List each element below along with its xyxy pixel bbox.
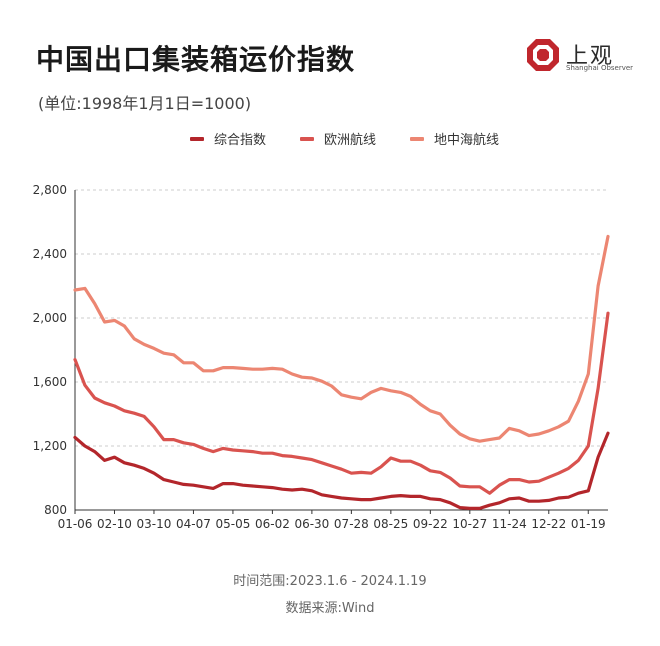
x-tick-label-03-10: 03-10 — [137, 517, 172, 531]
y-tick-label-2000: 2,000 — [33, 311, 67, 325]
x-tick-label-06-02: 06-02 — [255, 517, 290, 531]
x-tick-label-02-10: 02-10 — [97, 517, 132, 531]
y-tick-label-1600: 1,600 — [33, 375, 67, 389]
x-tick-label-05-05: 05-05 — [215, 517, 250, 531]
legend-swatch-mediterranean — [410, 137, 424, 141]
logo-subtitle: Shanghai Observer — [566, 64, 634, 72]
y-tick-label-2400: 2,400 — [33, 247, 67, 261]
time-range-note: 时间范围:2023.1.6 - 2024.1.19 — [233, 574, 427, 589]
y-tick-label-2800: 2,800 — [33, 183, 67, 197]
data-source-note: 数据来源:Wind — [285, 601, 375, 616]
x-tick-label-01-19: 01-19 — [571, 517, 606, 531]
chart-legend: 综合指数 欧洲航线 地中海航线 — [0, 128, 660, 148]
legend-swatch-composite — [190, 137, 204, 141]
x-tick-label-08-25: 08-25 — [373, 517, 408, 531]
x-tick-label-06-30: 06-30 — [294, 517, 329, 531]
x-tick-label-12-22: 12-22 — [531, 517, 566, 531]
y-tick-label-1200: 1,200 — [33, 439, 67, 453]
chart-title: 中国出口集装箱运价指数 — [36, 43, 356, 76]
x-tick-label-10-27: 10-27 — [452, 517, 487, 531]
series-line-europe — [73, 311, 610, 495]
y-tick-label-800: 800 — [44, 503, 67, 517]
logo-name: 上观 — [566, 44, 615, 69]
legend-label-composite: 综合指数 — [214, 133, 267, 148]
legend-label-europe: 欧洲航线 — [324, 133, 377, 148]
shanghai-observer-logo: 上观 Shanghai Observer — [526, 38, 636, 78]
series-line-mediterranean — [73, 234, 610, 443]
legend-label-mediterranean: 地中海航线 — [434, 133, 500, 148]
logo-octagon-icon — [527, 39, 559, 71]
x-tick-label-09-22: 09-22 — [413, 517, 448, 531]
x-tick-label-11-24: 11-24 — [492, 517, 527, 531]
legend-swatch-europe — [300, 137, 314, 141]
series-line-composite — [73, 431, 610, 510]
x-tick-label-07-28: 07-28 — [334, 517, 369, 531]
x-tick-label-01-06: 01-06 — [58, 517, 93, 531]
x-tick-label-04-07: 04-07 — [176, 517, 211, 531]
chart-subtitle: (单位:1998年1月1日=1000) — [38, 94, 252, 113]
